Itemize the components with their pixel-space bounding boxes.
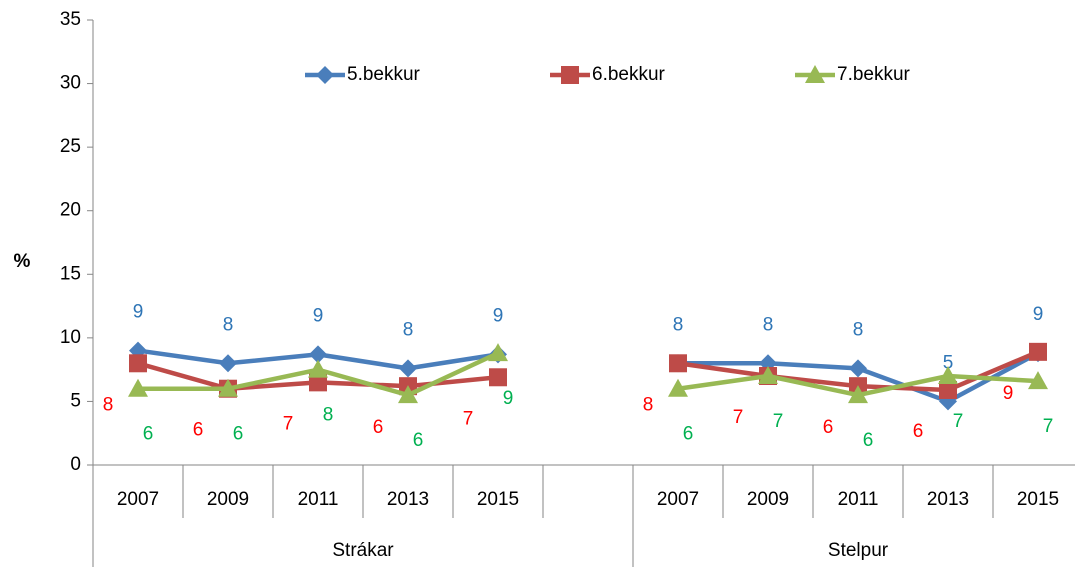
- x-tick-label: 2007: [117, 489, 159, 510]
- y-tick-label: 15: [60, 263, 81, 284]
- point: [1029, 342, 1047, 361]
- legend-label: 5.bekkur: [347, 64, 421, 85]
- point: [309, 345, 327, 364]
- point: [758, 366, 778, 384]
- data-label: 6: [913, 421, 924, 442]
- group-label: Strákar: [332, 540, 394, 561]
- point: [128, 378, 148, 397]
- y-tick-label: 5: [70, 390, 81, 411]
- data-label: 7: [733, 407, 744, 428]
- point: [398, 385, 418, 404]
- x-tick-label: 2013: [927, 489, 969, 510]
- data-label: 7: [953, 411, 964, 432]
- y-tick-label: 35: [60, 9, 81, 30]
- data-label: 6: [193, 420, 204, 441]
- series-line: [137, 348, 1040, 404]
- data-label: 7: [463, 408, 474, 429]
- data-label: 9: [503, 388, 514, 409]
- point: [848, 385, 868, 404]
- data-label: 6: [413, 430, 424, 451]
- data-label: 7: [1043, 416, 1054, 437]
- point: [939, 380, 957, 399]
- y-tick-label: 10: [60, 327, 81, 348]
- data-label: 8: [643, 394, 654, 415]
- point: [218, 378, 238, 397]
- x-tick-label: 2009: [207, 489, 249, 510]
- point: [561, 66, 579, 84]
- point: [129, 354, 147, 373]
- point: [308, 359, 328, 378]
- data-label: 6: [823, 417, 834, 438]
- point: [938, 366, 958, 384]
- data-label: 8: [403, 319, 414, 340]
- point: [316, 66, 334, 84]
- data-label: 6: [143, 424, 154, 445]
- data-label: 7: [283, 413, 294, 434]
- data-label: 8: [103, 394, 114, 415]
- x-tick-label: 2015: [1017, 489, 1059, 510]
- data-label: 7: [773, 411, 784, 432]
- point: [399, 359, 417, 378]
- x-tick-label: 2015: [477, 489, 519, 510]
- point: [849, 359, 867, 378]
- x-tick-label: 2007: [657, 489, 699, 510]
- data-label: 8: [673, 314, 684, 335]
- point: [805, 65, 825, 83]
- data-label: 9: [313, 305, 324, 326]
- legend-label: 7.bekkur: [837, 64, 911, 85]
- group-label: Stelpur: [828, 540, 889, 561]
- point: [1028, 371, 1048, 390]
- y-tick-label: 20: [60, 200, 81, 221]
- data-label: 5: [943, 352, 954, 373]
- data-label: 8: [323, 405, 334, 426]
- x-tick-label: 2011: [298, 489, 339, 510]
- data-label: 6: [233, 424, 244, 445]
- x-tick-label: 2011: [838, 489, 879, 510]
- data-label: 6: [373, 417, 384, 438]
- legend-label: 6.bekkur: [592, 64, 666, 85]
- y-tick-label: 25: [60, 136, 81, 157]
- point: [219, 354, 237, 373]
- y-axis-label: %: [14, 251, 31, 272]
- point: [488, 343, 508, 362]
- x-tick-label: 2009: [747, 489, 789, 510]
- data-label: 8: [763, 314, 774, 335]
- data-label: 9: [1003, 383, 1014, 404]
- point: [669, 354, 687, 373]
- data-label: 9: [133, 302, 144, 323]
- point: [489, 368, 507, 387]
- data-label: 9: [1033, 304, 1044, 325]
- x-tick-label: 2013: [387, 489, 429, 510]
- data-label: 6: [683, 424, 694, 445]
- y-tick-label: 0: [70, 454, 81, 475]
- data-label: 9: [493, 305, 504, 326]
- point: [309, 373, 327, 392]
- data-label: 8: [223, 314, 234, 335]
- data-label: 8: [853, 319, 864, 340]
- y-tick-label: 30: [60, 73, 81, 94]
- data-label: 6: [863, 430, 874, 451]
- point: [668, 378, 688, 397]
